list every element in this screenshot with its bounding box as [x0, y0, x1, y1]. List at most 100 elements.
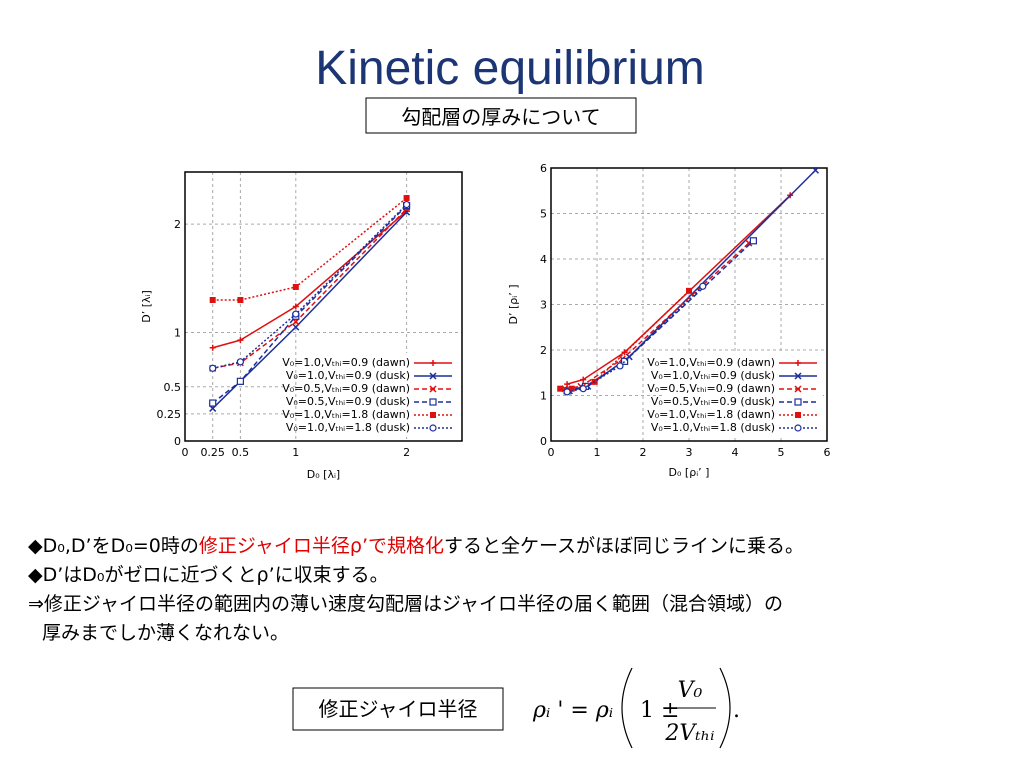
y-tick-label: 0.5: [164, 381, 182, 394]
legend-marker: [794, 398, 802, 406]
chart: 0 1 2 3 4 5 6 0 1 2 3 4 5 6 D₀ [ρᵢ’ ] D’ [ρᵢ’ ] V₀=1.0,V…: [507, 162, 831, 479]
y-tick-label: 1: [540, 390, 547, 403]
y-tick-label: 4: [540, 253, 547, 266]
marker: [209, 344, 216, 351]
marker: [580, 376, 587, 383]
plot-frame: [184, 171, 463, 442]
x-tick-label: 0: [548, 446, 555, 459]
legend-label: V₀=0.5,Vₜₕᵢ=0.9 (dusk): [651, 395, 775, 408]
series-line: [212, 204, 408, 370]
legend-marker: [429, 372, 437, 380]
x-tick-label: 1: [292, 446, 299, 459]
legend-label: V₀=1.0,Vₜₕᵢ=1.8 (dawn): [647, 408, 775, 421]
x-tick-label: 3: [686, 446, 693, 459]
y-tick-label: 2: [174, 218, 181, 231]
legend-marker: [794, 385, 802, 393]
legend-marker: [429, 385, 437, 393]
series-line: [212, 211, 408, 409]
marker: [579, 385, 587, 393]
legend-label: V₀=1.0,Vₜₕᵢ=0.9 (dusk): [286, 369, 410, 382]
bullet: ◆D’はD₀がゼロに近づくとρ’に収束する。: [28, 564, 389, 586]
marker: [209, 296, 216, 303]
y-tick-label: 6: [540, 162, 547, 175]
y-axis-label: D’ [ρᵢ’ ]: [507, 285, 520, 325]
y-tick-label: 1: [174, 327, 181, 340]
legend-marker: [795, 360, 801, 366]
bullet-text: ◆D₀,D’をD₀=0時の: [28, 535, 199, 557]
x-tick-label: 5: [778, 446, 785, 459]
legend-marker: [794, 372, 802, 380]
y-tick-label: 3: [540, 299, 547, 312]
y-tick-label: 5: [540, 208, 547, 221]
formula: ρᵢ ' = ρᵢ 1 ± V₀ 2Vₜₕᵢ .: [532, 667, 740, 749]
legend-label: V₀=1.0,Vₜₕᵢ=0.9 (dawn): [282, 356, 410, 369]
bullet: ⇒修正ジャイロ半径の範囲内の薄い速度勾配層はジャイロ半径の届く範囲（混合領域）の: [28, 593, 783, 615]
marker: [292, 310, 300, 318]
marker: [616, 362, 624, 370]
legend-box: [663, 353, 823, 437]
paren: [719, 667, 731, 749]
legend-label: V₀=0.5,Vₜₕᵢ=0.9 (dusk): [286, 395, 410, 408]
marker: [209, 364, 217, 372]
series-line: [566, 240, 754, 392]
y-tick-label: 0: [540, 435, 547, 448]
legend-label: V₀=0.5,Vₜₕᵢ=0.9 (dawn): [647, 382, 775, 395]
legend-label: V₀=0.5,Vₜₕᵢ=0.9 (dawn): [282, 382, 410, 395]
series-line: [566, 194, 791, 385]
marker: [563, 388, 571, 396]
series-line: [212, 208, 408, 370]
marker: [209, 399, 217, 407]
y-tick-label: 0: [174, 435, 181, 448]
subtitle: 勾配層の厚みについて: [401, 105, 600, 129]
marker: [620, 357, 629, 365]
y-tick-label: 0.25: [157, 408, 182, 421]
legend-marker: [429, 398, 437, 406]
legend-label: V₀=1.0,Vₜₕᵢ=0.9 (dusk): [651, 369, 775, 382]
marker: [568, 385, 575, 392]
marker: [403, 200, 411, 209]
formula-numerator: V₀: [678, 678, 703, 703]
marker: [237, 337, 244, 344]
paren: [621, 667, 633, 749]
marker: [236, 358, 244, 366]
legend-marker: [430, 360, 436, 366]
series-line: [212, 197, 408, 301]
formula-label-box: [292, 687, 504, 731]
x-tick-label: 4: [732, 446, 739, 459]
legend-marker: [429, 424, 437, 432]
legend-marker: [430, 412, 436, 418]
marker: [292, 303, 299, 310]
marker: [403, 195, 410, 202]
marker: [237, 296, 244, 303]
series-line: [212, 205, 408, 404]
legend-marker: [794, 424, 802, 432]
slide-title: Kinetic equilibrium: [315, 42, 705, 95]
x-tick-label: 0.25: [200, 446, 225, 459]
bullet: ◆D₀,D’をD₀=0時の修正ジャイロ半径ρ’で規格化すると全ケースがほぼ同じラ…: [28, 535, 804, 557]
marker: [699, 282, 707, 290]
bullet-text: すると全ケースがほぼ同じラインに乗る。: [444, 535, 804, 557]
y-axis-label: D’ [λᵢ]: [140, 290, 153, 323]
series-line: [566, 285, 704, 393]
marker: [236, 377, 244, 385]
bullet: 厚みまでしか薄くなれない。: [42, 622, 289, 644]
bullet-highlight: 修正ジャイロ半径ρ’で規格化: [199, 535, 444, 557]
marker: [292, 283, 299, 290]
legend-label: V₀=1.0,Vₜₕᵢ=1.8 (dusk): [651, 421, 775, 434]
legend-label: V₀=1.0,Vₜₕᵢ=1.8 (dawn): [282, 408, 410, 421]
marker: [686, 287, 692, 294]
y-tick-label: 2: [540, 344, 547, 357]
formula-end: .: [733, 698, 740, 723]
marker: [557, 385, 564, 392]
x-tick-label: 1: [594, 446, 601, 459]
formula-denominator: 2Vₜₕᵢ: [664, 721, 714, 746]
x-tick-label: 0: [182, 446, 189, 459]
marker: [292, 323, 300, 331]
formula-lhs: ρᵢ ' = ρᵢ: [532, 698, 613, 723]
x-tick-label: 0.5: [232, 446, 250, 459]
legend-box: [298, 353, 458, 437]
x-axis-label: D₀ [λᵢ]: [307, 468, 340, 481]
x-tick-label: 6: [824, 446, 831, 459]
x-tick-label: 2: [640, 446, 647, 459]
